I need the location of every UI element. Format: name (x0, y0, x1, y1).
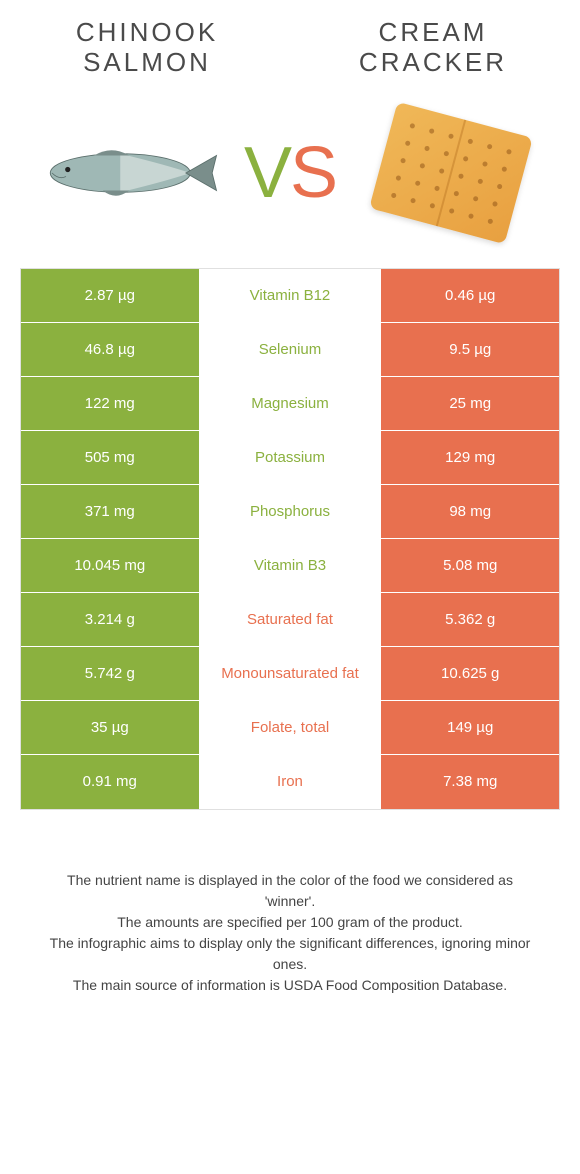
right-value: 0.46 µg (381, 269, 559, 322)
nutrient-label: Selenium (199, 323, 382, 376)
cracker-dots (382, 114, 521, 232)
left-value: 371 mg (21, 485, 199, 538)
table-row: 3.214 gSaturated fat5.362 g (21, 593, 559, 647)
nutrient-label: Iron (199, 755, 382, 809)
left-food-image (30, 138, 228, 208)
right-value: 129 mg (381, 431, 559, 484)
footnotes: The nutrient name is displayed in the co… (0, 810, 580, 1016)
nutrient-label: Phosphorus (199, 485, 382, 538)
table-row: 505 mgPotassium129 mg (21, 431, 559, 485)
nutrient-label: Magnesium (199, 377, 382, 430)
footnote-line: The main source of information is USDA F… (40, 975, 540, 996)
header: CHINOOK SALMON CREAM CRACKER (0, 0, 580, 88)
nutrient-label: Potassium (199, 431, 382, 484)
left-value: 35 µg (21, 701, 199, 754)
nutrient-label: Monounsaturated fat (199, 647, 382, 700)
right-value: 10.625 g (381, 647, 559, 700)
left-value: 0.91 mg (21, 755, 199, 809)
table-row: 122 mgMagnesium25 mg (21, 377, 559, 431)
right-value: 5.362 g (381, 593, 559, 646)
right-value: 25 mg (381, 377, 559, 430)
left-value: 46.8 µg (21, 323, 199, 376)
left-value: 505 mg (21, 431, 199, 484)
right-value: 149 µg (381, 701, 559, 754)
table-row: 46.8 µgSelenium9.5 µg (21, 323, 559, 377)
nutrient-label: Vitamin B12 (199, 269, 382, 322)
nutrient-table: 2.87 µgVitamin B120.46 µg46.8 µgSelenium… (20, 268, 560, 810)
vs-v: V (244, 133, 290, 213)
table-row: 5.742 gMonounsaturated fat10.625 g (21, 647, 559, 701)
right-value: 5.08 mg (381, 539, 559, 592)
right-value: 98 mg (381, 485, 559, 538)
salmon-icon (39, 138, 219, 208)
nutrient-label: Vitamin B3 (199, 539, 382, 592)
table-row: 0.91 mgIron7.38 mg (21, 755, 559, 809)
footnote-line: The amounts are specified per 100 gram o… (40, 912, 540, 933)
left-value: 2.87 µg (21, 269, 199, 322)
right-food-image (352, 118, 550, 228)
left-food-title: CHINOOK SALMON (30, 18, 264, 78)
cracker-icon (369, 102, 533, 244)
right-title-col: CREAM CRACKER (316, 18, 550, 78)
left-value: 122 mg (21, 377, 199, 430)
footnote-line: The infographic aims to display only the… (40, 933, 540, 975)
right-value: 7.38 mg (381, 755, 559, 809)
footnote-line: The nutrient name is displayed in the co… (40, 870, 540, 912)
left-value: 3.214 g (21, 593, 199, 646)
right-value: 9.5 µg (381, 323, 559, 376)
table-row: 371 mgPhosphorus98 mg (21, 485, 559, 539)
left-value: 5.742 g (21, 647, 199, 700)
left-value: 10.045 mg (21, 539, 199, 592)
vs-label: VS (244, 132, 336, 214)
vs-s: S (290, 133, 336, 213)
table-row: 2.87 µgVitamin B120.46 µg (21, 269, 559, 323)
image-row: VS (0, 88, 580, 268)
nutrient-label: Folate, total (199, 701, 382, 754)
left-title-col: CHINOOK SALMON (30, 18, 264, 78)
table-row: 35 µgFolate, total149 µg (21, 701, 559, 755)
right-food-title: CREAM CRACKER (316, 18, 550, 78)
table-row: 10.045 mgVitamin B35.08 mg (21, 539, 559, 593)
nutrient-label: Saturated fat (199, 593, 382, 646)
